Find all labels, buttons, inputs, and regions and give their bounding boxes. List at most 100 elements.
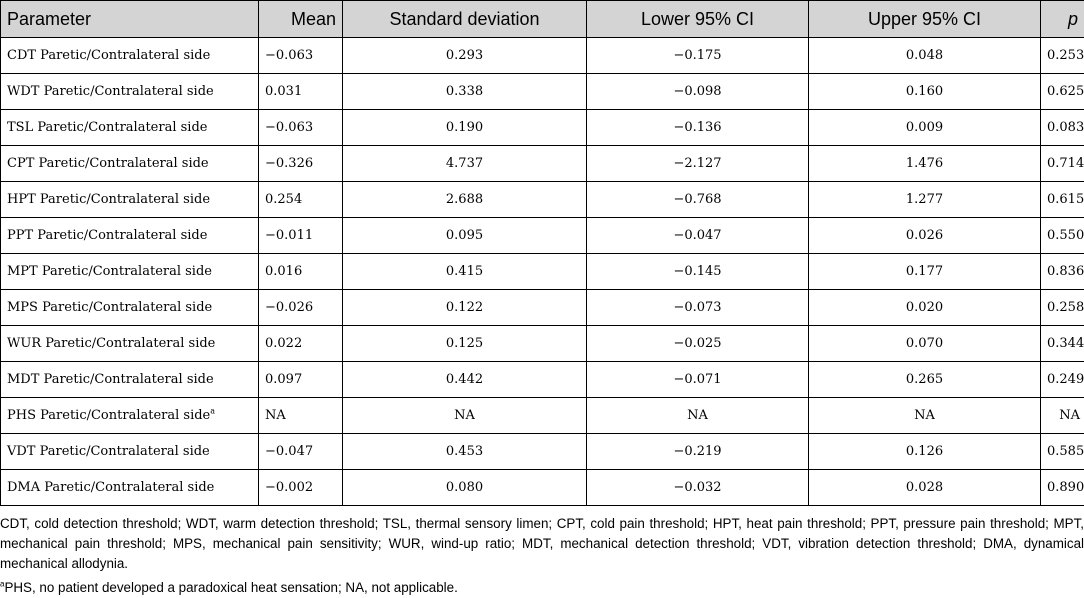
cell-mean-text: −0.011 [265, 228, 313, 243]
cell-p-value: 0.550 [1041, 218, 1084, 254]
footnote-a: aPHS, no patient developed a paradoxical… [0, 578, 1084, 598]
cell-p-value-text: 0.083 [1047, 120, 1084, 135]
cell-upper-ci: NA [809, 398, 1041, 434]
cell-lower-ci: −0.175 [587, 38, 809, 74]
cell-upper-ci-text: 0.177 [906, 264, 943, 279]
cell-mean-text: 0.254 [265, 192, 302, 207]
cell-lower-ci-text: −0.145 [673, 264, 721, 279]
cell-lower-ci-text: −0.047 [673, 228, 721, 243]
cell-parameter: WUR Paretic/Contralateral side [1, 326, 259, 362]
cell-upper-ci: 1.476 [809, 146, 1041, 182]
cell-p-value-text: 0.550 [1047, 228, 1084, 243]
abbreviations-note: CDT, cold detection threshold; WDT, warm… [0, 514, 1084, 574]
cell-lower-ci-text: −0.025 [673, 336, 721, 351]
cell-p-value-text: 0.625 [1047, 84, 1084, 99]
cell-standard-deviation: 0.080 [343, 470, 587, 506]
cell-upper-ci-text: 0.070 [906, 336, 943, 351]
cell-parameter-text: DMA Paretic/Contralateral side [7, 480, 214, 495]
cell-upper-ci: 0.265 [809, 362, 1041, 398]
cell-parameter: MPT Paretic/Contralateral side [1, 254, 259, 290]
cell-parameter: TSL Paretic/Contralateral side [1, 110, 259, 146]
cell-lower-ci-text: −0.098 [673, 84, 721, 99]
cell-parameter-text: HPT Paretic/Contralateral side [7, 192, 210, 207]
cell-lower-ci-text: −0.219 [673, 444, 721, 459]
cell-upper-ci-text: 0.048 [906, 48, 943, 63]
cell-standard-deviation-text: 4.737 [446, 156, 483, 171]
cell-standard-deviation-text: 0.338 [446, 84, 483, 99]
cell-mean: −0.011 [259, 218, 343, 254]
cell-standard-deviation-text: 0.125 [446, 336, 483, 351]
cell-lower-ci: −0.032 [587, 470, 809, 506]
cell-parameter-text: WUR Paretic/Contralateral side [7, 336, 215, 351]
cell-standard-deviation-text: 0.080 [446, 480, 483, 495]
header-upper-ci: Upper 95% CI [809, 1, 1041, 38]
cell-parameter: CDT Paretic/Contralateral side [1, 38, 259, 74]
cell-lower-ci: NA [587, 398, 809, 434]
cell-standard-deviation: 0.338 [343, 74, 587, 110]
cell-lower-ci-text: −0.032 [673, 480, 721, 495]
cell-mean-text: −0.026 [265, 300, 313, 315]
cell-upper-ci-text: 0.126 [906, 444, 943, 459]
cell-p-value: 0.083 [1041, 110, 1084, 146]
cell-mean-text: 0.031 [265, 84, 302, 99]
cell-standard-deviation: 0.453 [343, 434, 587, 470]
cell-upper-ci: 1.277 [809, 182, 1041, 218]
cell-standard-deviation-text: NA [454, 408, 475, 423]
cell-lower-ci-text: −0.136 [673, 120, 721, 135]
header-standard-deviation: Standard deviation [343, 1, 587, 38]
cell-lower-ci-text: −0.175 [673, 48, 721, 63]
cell-mean: −0.326 [259, 146, 343, 182]
footnote-text: PHS, no patient developed a paradoxical … [4, 580, 457, 595]
cell-parameter-text: PPT Paretic/Contralateral side [7, 228, 207, 243]
cell-p-value: 0.615 [1041, 182, 1084, 218]
footnote-marker: a [210, 407, 215, 416]
cell-upper-ci: 0.028 [809, 470, 1041, 506]
cell-upper-ci-text: 0.160 [906, 84, 943, 99]
cell-standard-deviation-text: 0.122 [446, 300, 483, 315]
cell-parameter-text: CPT Paretic/Contralateral side [7, 156, 209, 171]
cell-standard-deviation-text: 0.415 [446, 264, 483, 279]
cell-mean: 0.254 [259, 182, 343, 218]
cell-standard-deviation: 0.293 [343, 38, 587, 74]
cell-p-value: NA [1041, 398, 1084, 434]
cell-parameter: PHS Paretic/Contralateral sidea [1, 398, 259, 434]
cell-lower-ci: −0.219 [587, 434, 809, 470]
cell-mean: 0.097 [259, 362, 343, 398]
cell-p-value-text: 0.258 [1047, 300, 1084, 315]
cell-p-value-text: 0.615 [1047, 192, 1084, 207]
cell-upper-ci-text: NA [914, 408, 935, 423]
cell-standard-deviation-text: 0.190 [446, 120, 483, 135]
cell-upper-ci-text: 0.265 [906, 372, 943, 387]
cell-mean-text: 0.016 [265, 264, 302, 279]
cell-lower-ci: −0.136 [587, 110, 809, 146]
cell-p-value: 0.249 [1041, 362, 1084, 398]
cell-standard-deviation: NA [343, 398, 587, 434]
cell-p-value-text: 0.344 [1047, 336, 1084, 351]
cell-lower-ci: −0.025 [587, 326, 809, 362]
cell-upper-ci: 0.177 [809, 254, 1041, 290]
cell-parameter: DMA Paretic/Contralateral side [1, 470, 259, 506]
cell-mean: −0.026 [259, 290, 343, 326]
cell-mean: 0.031 [259, 74, 343, 110]
cell-mean-text: −0.047 [265, 444, 313, 459]
cell-parameter-text: MPS Paretic/Contralateral side [7, 300, 212, 315]
cell-mean-text: −0.326 [265, 156, 313, 171]
cell-lower-ci: −2.127 [587, 146, 809, 182]
cell-p-value: 0.258 [1041, 290, 1084, 326]
cell-mean-text: NA [265, 408, 286, 423]
cell-standard-deviation: 0.415 [343, 254, 587, 290]
cell-upper-ci-text: 0.020 [906, 300, 943, 315]
cell-upper-ci: 0.070 [809, 326, 1041, 362]
results-table: Parameter Mean Standard deviation Lower … [0, 0, 1084, 506]
header-parameter: Parameter [1, 1, 259, 38]
cell-parameter: MPS Paretic/Contralateral side [1, 290, 259, 326]
cell-mean: −0.047 [259, 434, 343, 470]
cell-p-value: 0.585 [1041, 434, 1084, 470]
cell-parameter-text: MPT Paretic/Contralateral side [7, 264, 212, 279]
cell-upper-ci-text: 1.277 [906, 192, 943, 207]
